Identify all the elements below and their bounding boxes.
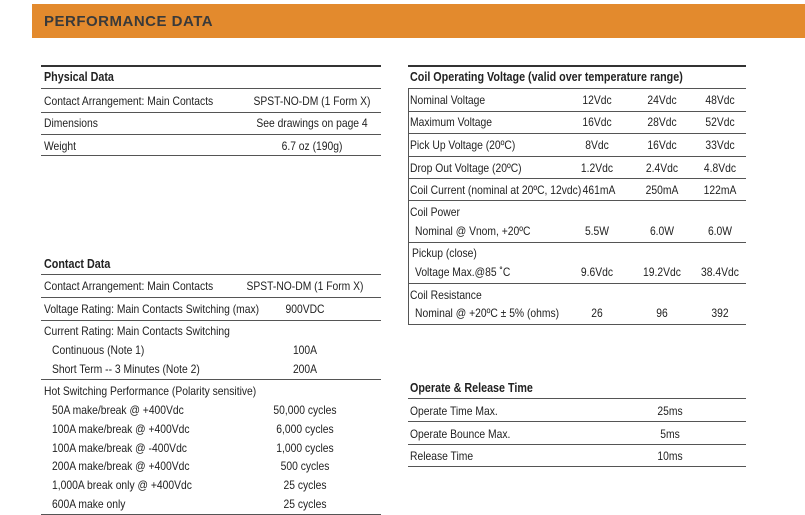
row-value: 25 cycles [283, 497, 327, 511]
divider [408, 283, 746, 284]
divider [408, 421, 746, 422]
divider [41, 134, 381, 135]
row-label: Pick Up Voltage (20ºC) [410, 138, 516, 152]
operate-release-title: Operate & Release Time [410, 381, 533, 395]
divider [41, 379, 381, 380]
row-label: Contact Arrangement: Main Contacts [44, 279, 214, 293]
cell-48v: 52Vdc [705, 115, 735, 129]
row-label: 100A make/break @ -400Vdc [52, 441, 187, 455]
resistance-label: Coil Resistance [410, 288, 482, 302]
row-label: Weight [44, 139, 76, 153]
divider [408, 88, 746, 89]
divider [41, 112, 381, 113]
cell-24v: 96 [656, 306, 668, 320]
current-rating-label: Current Rating: Main Contacts Switching [44, 324, 230, 338]
row-label: 50A make/break @ +400Vdc [52, 403, 184, 417]
row-value: 10ms [657, 449, 683, 463]
divider [41, 320, 381, 321]
pickup-sub: Voltage Max.@85 ˚C [415, 265, 511, 279]
row-label: 100A make/break @ +400Vdc [52, 422, 190, 436]
row-value: 900VDC [285, 302, 325, 316]
row-value: 25ms [657, 404, 683, 418]
divider [41, 297, 381, 298]
cell-24v: 2.4Vdc [645, 161, 679, 175]
cell-48v: 38.4Vdc [701, 265, 739, 279]
cell-12v: 5.5W [584, 224, 610, 238]
divider [408, 444, 746, 445]
cell-12v: 461mA [582, 183, 616, 197]
divider [408, 178, 746, 179]
cell-48v: 33Vdc [705, 138, 735, 152]
row-value: 100A [292, 343, 318, 357]
divider [408, 156, 746, 157]
cell-12v: 16Vdc [582, 115, 612, 129]
cell-24v: 28Vdc [647, 115, 677, 129]
divider [408, 200, 746, 201]
cell-24v: 24Vdc [647, 93, 677, 107]
divider [408, 466, 746, 467]
row-label: Contact Arrangement: Main Contacts [44, 94, 214, 108]
row-label: Dimensions [44, 116, 98, 130]
row-value: SPST-NO-DM (1 Form X) [253, 94, 371, 108]
physical-data-title: Physical Data [44, 70, 114, 84]
row-value: 500 cycles [280, 459, 330, 473]
divider [408, 242, 746, 243]
row-label: Drop Out Voltage (20ºC) [410, 161, 522, 175]
cell-12v: 8Vdc [585, 138, 609, 152]
resistance-sub: Nominal @ +20ºC ± 5% (ohms) [415, 306, 560, 320]
cell-24v: 6.0W [649, 224, 675, 238]
cell-12v: 1.2Vdc [580, 161, 614, 175]
row-label: Nominal Voltage [410, 93, 486, 107]
row-label: Continuous (Note 1) [52, 343, 145, 357]
divider [41, 155, 381, 156]
cell-24v: 16Vdc [647, 138, 677, 152]
row-label: Operate Time Max. [410, 404, 498, 418]
row-value: 6,000 cycles [276, 422, 334, 436]
row-label: 1,000A break only @ +400Vdc [52, 478, 192, 492]
row-label: 200A make/break @ +400Vdc [52, 459, 190, 473]
row-label: Voltage Rating: Main Contacts Switching … [44, 302, 260, 316]
table-border [408, 88, 409, 324]
row-value: 200A [292, 362, 318, 376]
cell-24v: 250mA [645, 183, 679, 197]
row-value: 25 cycles [283, 478, 327, 492]
row-value: 1,000 cycles [276, 441, 334, 455]
divider [41, 274, 381, 275]
row-label: Maximum Voltage [410, 115, 493, 129]
cell-48v: 122mA [703, 183, 737, 197]
cell-48v: 392 [711, 306, 729, 320]
divider [408, 398, 746, 399]
divider [408, 133, 746, 134]
row-label: Short Term -- 3 Minutes (Note 2) [52, 362, 200, 376]
pickup-label: Pickup (close) [412, 246, 477, 260]
row-label: Release Time [410, 449, 474, 463]
hot-switching-label: Hot Switching Performance (Polarity sens… [44, 384, 257, 398]
banner-title: PERFORMANCE DATA [44, 13, 214, 30]
row-label: Operate Bounce Max. [410, 427, 511, 441]
row-label: 600A make only [52, 497, 126, 511]
row-value: SPST-NO-DM (1 Form X) [246, 279, 364, 293]
divider [408, 111, 746, 112]
cell-48v: 48Vdc [705, 93, 735, 107]
divider [408, 65, 746, 67]
cell-48v: 4.8Vdc [703, 161, 737, 175]
contact-data-title: Contact Data [44, 257, 111, 271]
coil-voltage-title: Coil Operating Voltage (valid over tempe… [410, 70, 683, 84]
cell-24v: 19.2Vdc [643, 265, 681, 279]
row-value: 50,000 cycles [273, 403, 337, 417]
cell-12v: 12Vdc [582, 93, 612, 107]
cell-48v: 6.0W [707, 224, 733, 238]
divider [41, 88, 381, 89]
coil-power-label: Coil Power [410, 205, 460, 219]
row-value: 6.7 oz (190g) [281, 139, 343, 153]
row-label: Coil Current (nominal at 20ºC, 12vdc) [410, 183, 582, 197]
cell-12v: 26 [591, 306, 603, 320]
coil-power-sub: Nominal @ Vnom, +20ºC [415, 224, 531, 238]
cell-12v: 9.6Vdc [580, 265, 614, 279]
performance-data-banner: PERFORMANCE DATA [32, 4, 805, 38]
divider [408, 324, 746, 325]
divider [41, 65, 381, 67]
row-value: See drawings on page 4 [256, 116, 368, 130]
row-value: 5ms [660, 427, 680, 441]
